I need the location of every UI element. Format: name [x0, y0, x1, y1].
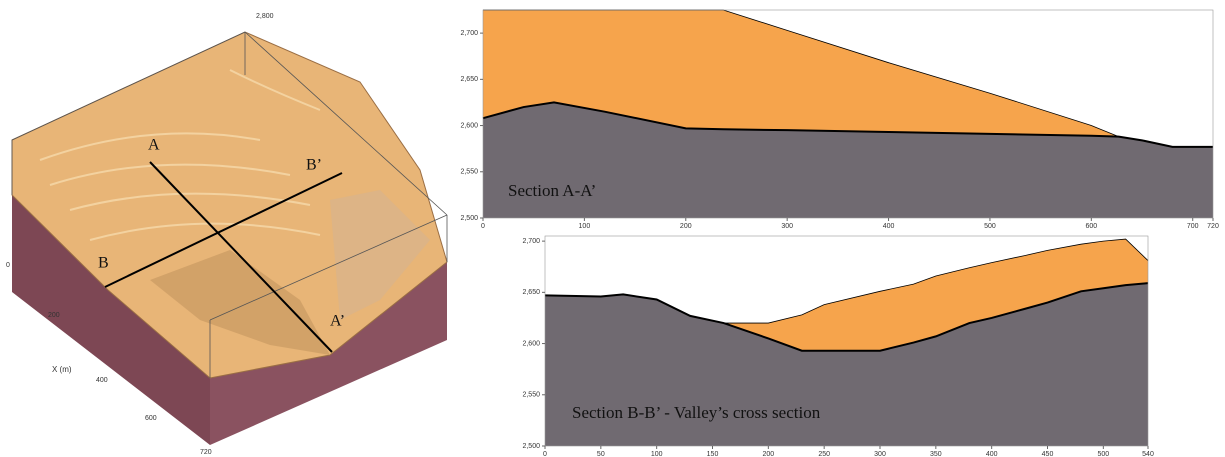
x-tick-label: 200	[762, 451, 774, 457]
x-tick-label: 450	[1042, 451, 1054, 457]
y-tick-label: 2,650	[460, 76, 478, 83]
figure: A A’ B B’ X (m) 2,800 0 200 400 600 720 …	[0, 0, 1225, 457]
x-axis-label: X (m)	[52, 365, 72, 374]
x-tick-label: 300	[781, 223, 793, 230]
x-tick-label: 0	[543, 451, 547, 457]
y-tick-label: 2,600	[522, 340, 540, 347]
section-label: A’	[330, 313, 345, 330]
y-tick-label: 2,500	[460, 215, 478, 222]
section-label: B’	[306, 157, 322, 174]
section-label: B	[98, 255, 109, 272]
block-diagram: A A’ B B’ X (m) 2,800 0 200 400 600 720	[6, 13, 447, 456]
z-tick-label: 2,800	[256, 13, 274, 20]
x-tick-label: 250	[818, 451, 830, 457]
x-tick-label: 600	[1085, 223, 1097, 230]
x-tick-label: 150	[707, 451, 719, 457]
x-tick-label: 540	[1142, 451, 1154, 457]
x-tick-label: 200	[680, 223, 692, 230]
section-label: A	[148, 137, 160, 154]
x-tick-label: 720	[1207, 223, 1219, 230]
x-tick-label: 600	[145, 415, 157, 422]
x-tick-label: 400	[96, 377, 108, 384]
y-tick-label: 2,550	[522, 392, 540, 399]
y-tick-label: 2,700	[460, 30, 478, 37]
x-tick-label: 500	[984, 223, 996, 230]
y-tick-label: 2,600	[460, 122, 478, 129]
x-tick-label: 400	[986, 451, 998, 457]
chart-title: Section B-B’ - Valley’s cross section	[572, 403, 821, 422]
x-tick-label: 300	[874, 451, 886, 457]
x-tick-label: 700	[1187, 223, 1199, 230]
y-tick-label: 2,500	[522, 443, 540, 450]
x-tick-label: 0	[6, 262, 10, 269]
x-tick-label: 100	[651, 451, 663, 457]
x-tick-label: 0	[481, 223, 485, 230]
x-tick-label: 350	[930, 451, 942, 457]
page: {"block_diagram": {"section_a_start": "A…	[0, 0, 1225, 457]
chart-title: Section A-A’	[508, 181, 596, 200]
y-tick-label: 2,650	[522, 289, 540, 296]
x-tick-label: 50	[597, 451, 605, 457]
x-tick-label: 200	[48, 312, 60, 319]
x-tick-label: 100	[579, 223, 591, 230]
y-tick-label: 2,550	[460, 169, 478, 176]
x-tick-label: 720	[200, 449, 212, 456]
y-tick-label: 2,700	[522, 238, 540, 245]
x-tick-label: 400	[883, 223, 895, 230]
x-tick-label: 500	[1097, 451, 1109, 457]
